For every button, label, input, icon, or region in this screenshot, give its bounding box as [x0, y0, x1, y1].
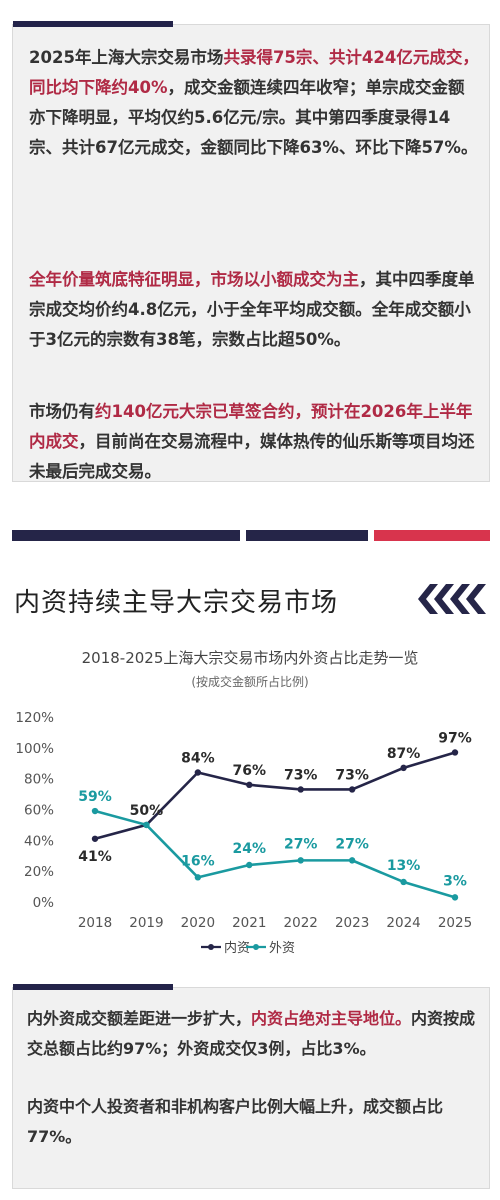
- data-point: [194, 769, 202, 776]
- data-point: [451, 894, 459, 901]
- data-point: [246, 861, 253, 869]
- x-tick-label: 2018: [78, 915, 112, 931]
- summary-box: 2025年上海大宗交易市场共录得75宗、共计424亿元成交，同比均下降约40%，…: [12, 21, 490, 482]
- data-point: [297, 857, 304, 864]
- text-run: 内资占绝对主导地位。: [251, 1009, 412, 1028]
- data-point: [297, 786, 304, 793]
- paragraph-price-volume: 全年价量筑底特征明显，市场以小额成交为主，其中四季度单宗成交均价约4.8亿元，小…: [29, 265, 479, 355]
- text-run: ，成交金额连续四年收窄；单宗成交金额亦下降明显，平均仅约5.6亿元/宗。其中第四…: [29, 78, 478, 157]
- data-point: [400, 878, 407, 886]
- legend-marker: [253, 944, 259, 950]
- data-label: 13%: [387, 858, 421, 874]
- box-accent-bar: [13, 21, 173, 27]
- data-label: 87%: [387, 746, 421, 762]
- text-run: 全年价量筑底特征明显，市场以小额成交为主: [29, 270, 359, 289]
- x-tick-label: 2023: [335, 915, 369, 931]
- data-label: 97%: [438, 730, 472, 746]
- text-run: 内外资成交额差距进一步扩大，: [27, 1009, 252, 1028]
- y-tick-label: 0%: [33, 895, 55, 911]
- data-point: [91, 807, 99, 815]
- data-point: [348, 857, 356, 864]
- data-label: 50%: [130, 803, 164, 819]
- text-run: 内资中个人投资者和非机构客户比例大幅上升，成交额占比77%。: [27, 1097, 444, 1146]
- section-divider: [12, 530, 490, 541]
- legend-label: 内资: [224, 940, 250, 956]
- legend-label: 外资: [269, 941, 295, 956]
- text-run: ，其中四季度单宗成交均价约4.8亿元，小于全年平均成交额。全年成交额小于3亿元的…: [29, 270, 475, 349]
- paragraph-pending-deals: 市场仍有约140亿元大宗已草签合约，预计在2026年上半年内成交，目前尚在交易流…: [29, 397, 479, 487]
- paragraph-gap: 内外资成交额差距进一步扩大，内资占绝对主导地位。内资按成交总额占比约97%；外资…: [27, 1004, 483, 1064]
- text-run: ，目前尚在交易流程中，媒体热传的仙乐斯等项目均还未最后完成交易。: [29, 432, 475, 481]
- x-tick-label: 2024: [386, 915, 420, 931]
- data-label: 73%: [284, 767, 318, 783]
- data-label: 73%: [335, 767, 369, 783]
- text-run: 内资按成交总额占比约97%；外资成交仅3例，占比3%。: [27, 1009, 476, 1058]
- domestic-capital-box: 内外资成交额差距进一步扩大，内资占绝对主导地位。内资按成交总额占比约97%；外资…: [12, 984, 490, 1189]
- data-point: [246, 781, 253, 789]
- text-run: 共录得75宗、共计424亿元成交，同比均下降约40%: [29, 48, 479, 97]
- y-tick-label: 80%: [24, 772, 54, 788]
- chevron-left-icon: [418, 584, 486, 614]
- y-tick-label: 100%: [15, 741, 54, 757]
- data-label: 84%: [181, 751, 215, 767]
- data-label: 24%: [233, 841, 267, 857]
- text-run: 约140亿元大宗已草签合约，预计在2026年上半年内成交: [29, 402, 473, 451]
- data-point: [194, 874, 202, 881]
- text-run: 2025年上海大宗交易市场: [29, 48, 224, 67]
- series-line-0: [94, 751, 456, 841]
- data-point: [143, 821, 150, 829]
- x-tick-label: 2019: [129, 915, 163, 931]
- x-tick-label: 2020: [181, 915, 215, 931]
- data-label: 59%: [78, 789, 112, 805]
- data-label: 41%: [78, 849, 112, 865]
- series-line-1: [94, 809, 456, 899]
- y-tick-label: 40%: [24, 833, 54, 849]
- line-chart: 0% 20% 40% 60% 80% 100% 120% 2018 2019 2020 2021 20…: [15, 710, 472, 956]
- data-point: [400, 764, 407, 772]
- data-label: 76%: [233, 763, 267, 779]
- data-label: 16%: [181, 853, 215, 869]
- x-tick-label: 2022: [284, 915, 318, 931]
- data-label: 3%: [443, 873, 467, 889]
- y-tick-label: 60%: [24, 803, 54, 819]
- section-title: 内资持续主导大宗交易市场: [14, 588, 339, 618]
- box-accent-bar: [13, 984, 173, 990]
- data-point: [348, 786, 356, 793]
- paragraph-overview: 2025年上海大宗交易市场共录得75宗、共计424亿元成交，同比均下降约40%，…: [29, 43, 479, 163]
- legend-marker: [208, 944, 214, 950]
- y-tick-label: 120%: [15, 710, 54, 726]
- y-tick-label: 20%: [24, 864, 54, 880]
- data-point: [451, 749, 459, 756]
- chart-subtitle: (按成交金额所占比例): [191, 675, 309, 689]
- paragraph-individual-investors: 内资中个人投资者和非机构客户比例大幅上升，成交额占比77%。: [27, 1092, 483, 1152]
- data-label: 27%: [284, 836, 318, 852]
- text-run: 市场仍有: [29, 402, 95, 421]
- chart-title: 2018-2025上海大宗交易市场内外资占比走势一览: [81, 649, 419, 667]
- data-point: [91, 835, 99, 842]
- x-tick-label: 2021: [232, 915, 266, 931]
- data-label: 27%: [335, 836, 369, 852]
- x-tick-label: 2025: [438, 915, 472, 931]
